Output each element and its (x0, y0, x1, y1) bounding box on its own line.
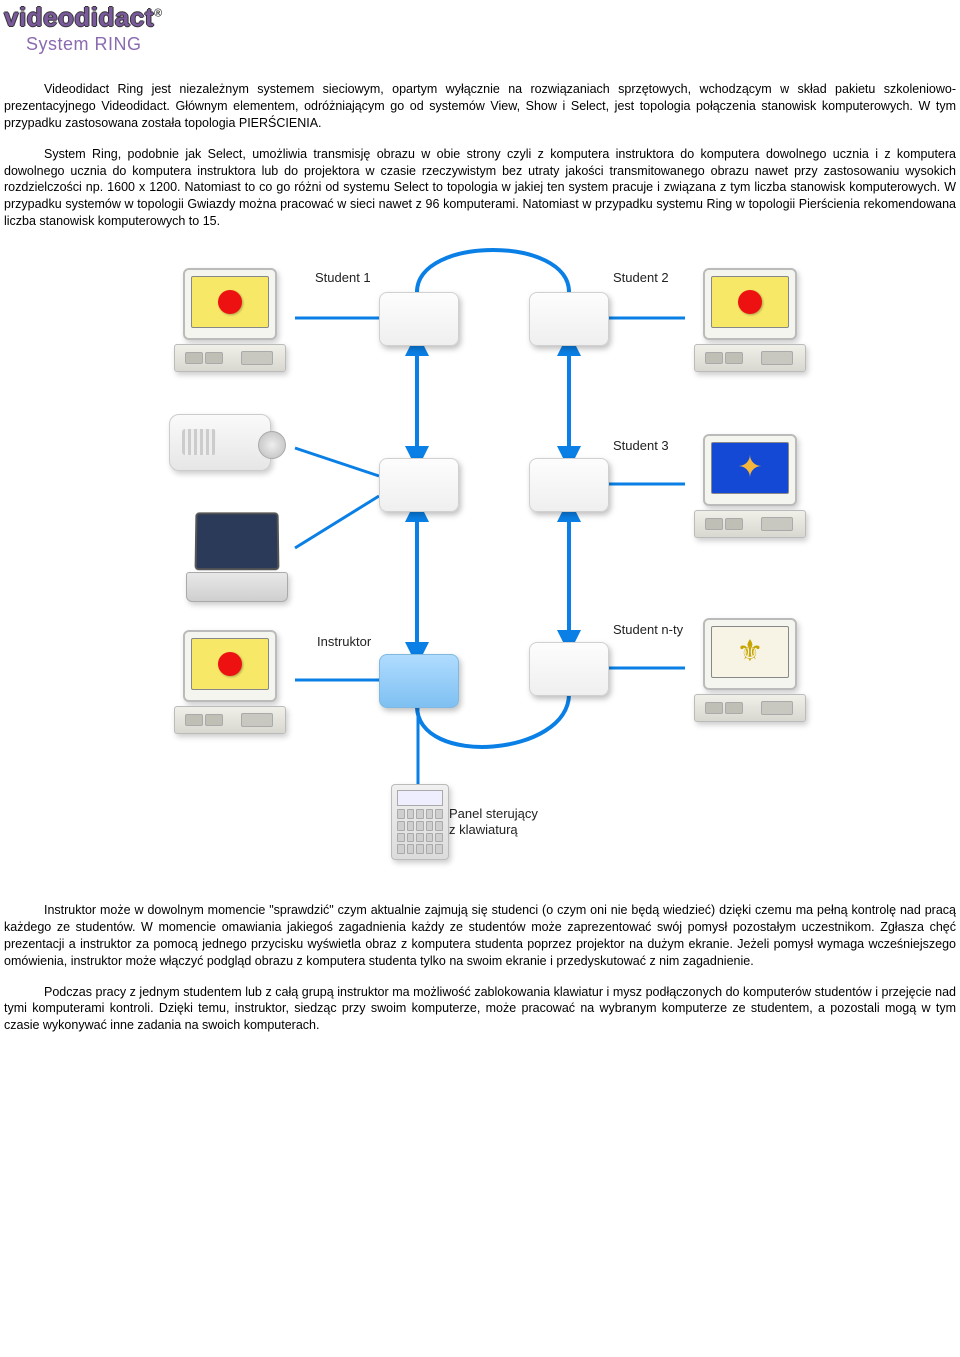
body-paragraph-3: Instruktor może w dowolnym momencie "spr… (4, 902, 956, 970)
label-student-n: Student n-ty (613, 622, 683, 637)
intro-paragraph-2: System Ring, podobnie jak Select, umożli… (4, 146, 956, 230)
computer-student1 (165, 268, 295, 372)
node-student-n (529, 642, 609, 696)
body-paragraph-4: Podczas pracy z jednym studentem lub z c… (4, 984, 956, 1035)
laptop-icon (177, 512, 297, 602)
node-student1 (379, 292, 459, 346)
node-student2 (529, 292, 609, 346)
computer-instructor (165, 630, 295, 734)
node-student3 (529, 458, 609, 512)
brand-name: videodidact® (4, 4, 960, 30)
intro-paragraph-1: Videodidact Ring jest niezależnym system… (4, 81, 956, 132)
label-instruktor: Instruktor (317, 634, 371, 649)
brand-subtitle: System RING (26, 34, 960, 55)
node-instructor (379, 654, 459, 708)
label-student1: Student 1 (315, 270, 371, 285)
label-panel-l1: Panel sterujący (449, 806, 538, 821)
node-projector-hub (379, 458, 459, 512)
label-student2: Student 2 (613, 270, 669, 285)
label-student3: Student 3 (613, 438, 669, 453)
label-panel-l2: z klawiaturą (449, 822, 518, 837)
computer-student3: ✦ (685, 434, 815, 538)
registered-mark: ® (154, 7, 163, 19)
projector-icon (169, 414, 289, 471)
ring-diagram: Student 1 Student 2 Student 3 Student n-… (145, 248, 815, 888)
brand-text: videodidact (4, 2, 154, 32)
computer-student2 (685, 268, 815, 372)
control-panel-icon (385, 784, 455, 860)
ring-diagram-container: Student 1 Student 2 Student 3 Student n-… (0, 248, 960, 888)
header-logo: videodidact® System RING (0, 0, 960, 55)
computer-student-n: ⚜ (685, 618, 815, 722)
